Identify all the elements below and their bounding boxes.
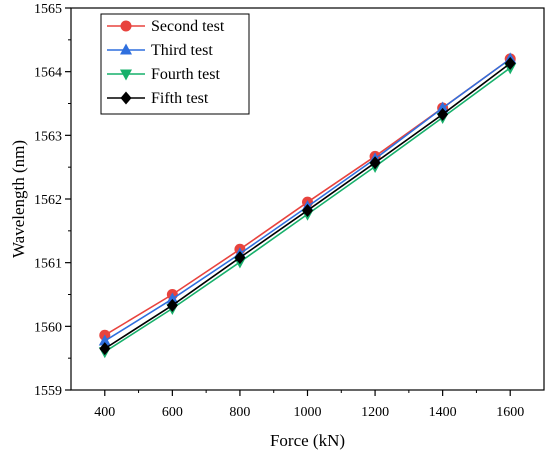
x-tick-label: 1000	[294, 405, 322, 420]
data-point	[166, 298, 178, 312]
data-point	[166, 292, 179, 304]
x-tick-label: 1600	[496, 405, 524, 420]
legend-marker	[120, 69, 132, 81]
data-point	[99, 342, 111, 356]
y-tick-label: 1560	[34, 320, 62, 335]
legend-item: Fifth test	[107, 90, 209, 107]
legend: Second test Third test Fourth test Fifth te…	[100, 13, 250, 115]
y-tick-label: 1561	[34, 257, 62, 272]
y-axis-title: Wavelength (nm)	[9, 140, 28, 258]
x-tick-label: 1200	[361, 405, 389, 420]
y-tick-label: 1564	[34, 66, 62, 81]
axes-layer: 400 600 800 1000 1200 1400 1600 1559 1560 1561 156…	[34, 2, 545, 420]
series-layer	[98, 52, 517, 359]
x-tick-label: 1400	[429, 405, 457, 420]
legend-label: Second test	[151, 18, 225, 35]
axis-titles: Force (kN) Wavelength (nm)	[9, 140, 345, 450]
series-fifth-test	[99, 56, 516, 356]
legend-label: Fifth test	[151, 90, 209, 107]
legend-item: Third test	[107, 42, 213, 59]
data-point	[504, 56, 516, 70]
legend-label: Third test	[151, 42, 213, 59]
data-point	[234, 251, 246, 265]
x-tick-label: 600	[162, 405, 183, 420]
legend-item: Fourth test	[107, 66, 220, 83]
legend-marker	[120, 91, 132, 105]
y-tick-label: 1565	[34, 2, 62, 17]
data-point	[302, 203, 313, 217]
data-point	[437, 107, 449, 121]
y-tick-label: 1559	[34, 384, 62, 399]
legend-item: Second test	[107, 18, 225, 35]
y-tick-label: 1562	[34, 193, 62, 208]
x-axis-title: Force (kN)	[270, 431, 345, 450]
data-point	[369, 156, 381, 170]
x-tick-label: 800	[229, 405, 250, 420]
legend-marker	[120, 20, 132, 32]
legend-label: Fourth test	[151, 66, 220, 83]
data-point	[98, 334, 111, 346]
legend-marker	[120, 43, 132, 55]
y-tick-label: 1563	[34, 129, 62, 144]
data-point	[436, 101, 449, 113]
x-tick-label: 400	[94, 405, 115, 420]
